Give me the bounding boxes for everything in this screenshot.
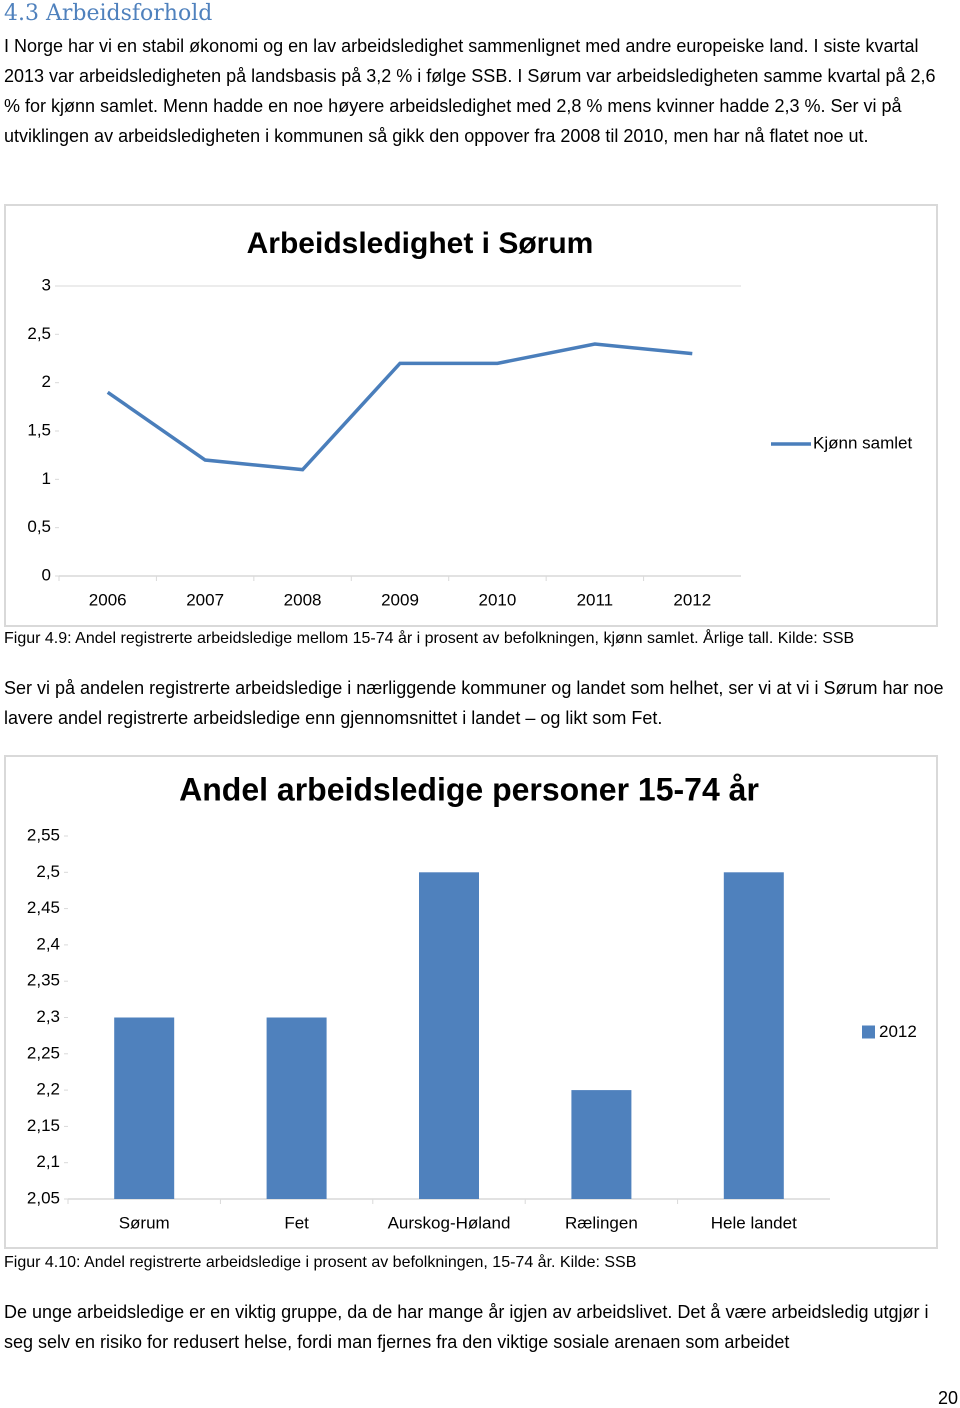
x-tick-label: 2010 [479, 590, 517, 609]
x-tick-label: Fet [284, 1213, 309, 1232]
y-tick-label: 2,2 [36, 1080, 60, 1099]
bar [266, 1017, 327, 1199]
y-tick-label: 2,4 [36, 934, 60, 953]
legend-label: 2012 [879, 1022, 917, 1041]
bar [114, 1017, 175, 1199]
chart-title: Andel arbeidsledige personer 15-74 år [179, 771, 759, 807]
page-number: 20 [937, 1388, 958, 1408]
paragraph: De unge arbeidsledige er en viktig grupp… [4, 1302, 929, 1352]
x-tick-label: Hele landet [711, 1213, 797, 1232]
bar [419, 872, 479, 1199]
x-tick-label: 2011 [577, 590, 614, 609]
x-tick-label: 2012 [673, 590, 711, 609]
y-tick-label: 2 [42, 372, 51, 391]
y-tick-label: 2,15 [27, 1116, 60, 1135]
chart-title: Arbeidsledighet i Sørum [247, 227, 594, 260]
y-tick-label: 2,05 [27, 1188, 60, 1207]
x-tick-label: 2007 [186, 590, 224, 609]
x-tick-label: 2008 [284, 590, 322, 609]
chart: Andel arbeidsledige personer 15-74 år 2,0… [4, 755, 939, 1250]
x-tick-label: 2006 [89, 590, 127, 609]
x-tick-label: Rælingen [565, 1213, 638, 1232]
y-tick-label: 2,5 [27, 324, 51, 343]
caption: Figur 4.9: Andel registrerte arbeidsledi… [4, 630, 855, 647]
chart-frame [4, 204, 938, 627]
y-tick-label: 2,3 [36, 1007, 60, 1026]
caption: Figur 4.10: Andel registrerte arbeidsled… [4, 1254, 637, 1271]
y-tick-label: 2,55 [27, 825, 60, 844]
paragraph: Ser vi på andelen registrerte arbeidsled… [4, 678, 944, 728]
paragraph: I Norge har vi en stabil økonomi og en l… [4, 36, 936, 146]
y-tick-label: 1,5 [27, 420, 51, 439]
y-tick-label: 2,35 [27, 971, 60, 990]
x-tick-label: 2009 [381, 590, 419, 609]
y-tick-label: 3 [42, 275, 51, 294]
x-tick-label: Sørum [119, 1213, 170, 1232]
legend-swatch [862, 1025, 875, 1039]
y-tick-label: 0,5 [27, 517, 51, 536]
bar [723, 872, 784, 1199]
y-tick-label: 2,45 [27, 898, 60, 917]
y-tick-label: 1 [42, 469, 51, 488]
bar [571, 1090, 632, 1199]
chart: Arbeidsledighet i Sørum 0 0,5 1 1,5 2 2,5 3 2006… [4, 204, 939, 628]
y-tick-label: 2,1 [36, 1152, 60, 1171]
y-tick-label: 2,25 [27, 1043, 60, 1062]
x-tick-label: Aurskog-Høland [388, 1213, 511, 1232]
legend-label: Kjønn samlet [813, 433, 912, 452]
y-tick-label: 0 [42, 565, 51, 584]
y-tick-label: 2,5 [36, 862, 60, 881]
heading: 4.3 Arbeidsforhold [4, 1, 213, 26]
line [106, 342, 693, 472]
